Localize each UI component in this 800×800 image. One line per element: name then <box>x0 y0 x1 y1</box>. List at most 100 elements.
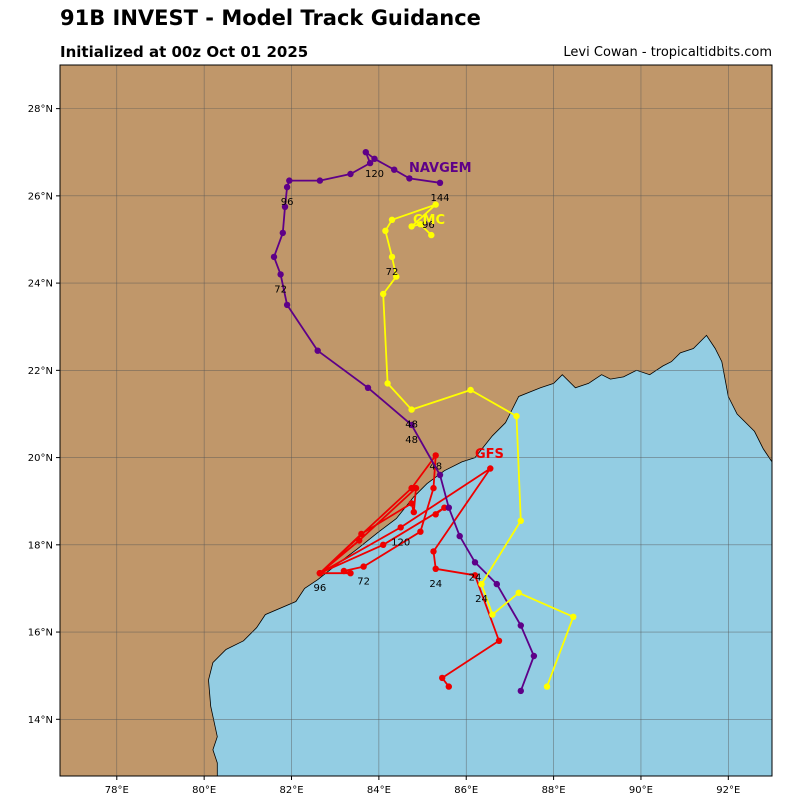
track-point-navgem <box>391 166 398 173</box>
track-point-navgem <box>364 384 372 391</box>
track-point-navgem <box>530 652 538 660</box>
track-point-cmc <box>388 216 396 223</box>
model-label-navgem: NAVGEM <box>409 161 472 176</box>
track-point-gfs <box>412 484 420 492</box>
track-point-cmc <box>393 273 400 280</box>
track-point-navgem <box>316 177 324 184</box>
forecast-hour-label: 96 <box>281 197 294 208</box>
forecast-hour-label: 24 <box>475 594 488 605</box>
track-point-gfs <box>441 504 448 511</box>
forecast-hour-label: 96 <box>314 583 327 594</box>
track-point-gfs <box>408 484 415 492</box>
forecast-hour-label: 96 <box>422 220 435 231</box>
track-point-navgem <box>283 301 291 309</box>
track-point-gfs <box>439 674 446 682</box>
track-point-gfs <box>487 465 494 472</box>
tick-label-lat: 20°N <box>28 453 53 464</box>
track-point-navgem <box>445 504 452 511</box>
track-navgem: 24 48 72 96 120 144 <box>270 149 538 695</box>
track-point-cmc <box>467 386 474 394</box>
track-point-gfs <box>471 572 479 579</box>
track-point-cmc <box>382 227 389 234</box>
track-point-gfs <box>430 484 437 492</box>
track-point-navgem <box>347 170 354 178</box>
bay-of-bengal-water <box>208 334 772 776</box>
track-point-cmc <box>513 412 520 420</box>
track-point-cmc <box>478 580 485 588</box>
track-point-navgem <box>471 559 479 566</box>
track-point-cmc <box>384 380 391 387</box>
track-point-gfs <box>432 511 439 518</box>
track-point-gfs <box>432 452 439 459</box>
tick-label-lon: 92°E <box>716 785 740 796</box>
track-point-cmc <box>489 611 496 618</box>
track-point-gfs <box>316 570 324 577</box>
tick-label-lat: 18°N <box>28 540 53 551</box>
forecast-hour-label: 72 <box>357 577 370 588</box>
track-point-navgem <box>366 159 374 167</box>
track-point-cmc <box>417 221 424 228</box>
track-point-cmc <box>432 201 439 208</box>
track-point-navgem <box>493 580 500 588</box>
forecast-hour-label: 24 <box>429 579 442 590</box>
tick-label-lon: 80°E <box>192 785 216 796</box>
map-credit: Levi Cowan - tropicaltidbits.com <box>563 45 772 60</box>
track-point-gfs <box>495 637 503 644</box>
track-cmc: 24 48 72 96 <box>380 201 577 690</box>
forecast-hour-label: 120 <box>391 537 410 548</box>
tick-label-lat: 28°N <box>28 104 53 115</box>
track-point-navgem <box>408 421 415 429</box>
track-point-navgem <box>517 622 524 629</box>
track-point-navgem <box>270 253 278 261</box>
track-point-navgem <box>281 203 289 210</box>
track-point-navgem <box>283 183 291 191</box>
track-point-navgem <box>279 229 286 237</box>
forecast-hour-label: 72 <box>274 284 287 295</box>
track-point-gfs <box>410 508 417 516</box>
track-point-gfs <box>347 570 354 577</box>
map-title: 91B INVEST - Model Track Guidance <box>60 6 481 30</box>
track-point-gfs <box>356 537 363 544</box>
forecast-hour-label: 144 <box>430 193 449 204</box>
track-point-cmc <box>408 223 415 230</box>
track-point-cmc <box>428 231 435 239</box>
tick-label-lon: 84°E <box>367 785 391 796</box>
track-point-cmc <box>515 589 522 596</box>
forecast-hour-label: 120 <box>365 169 384 180</box>
track-point-gfs <box>445 683 452 690</box>
track-point-gfs <box>340 567 348 575</box>
track-point-gfs <box>397 524 404 531</box>
track-point-navgem <box>371 155 378 162</box>
track-point-navgem <box>436 179 444 186</box>
tick-label-lon: 88°E <box>542 785 566 796</box>
tick-label-lat: 14°N <box>28 715 53 726</box>
forecast-hour-label: 72 <box>386 267 399 278</box>
track-point-navgem <box>517 687 524 695</box>
tick-label-lon: 86°E <box>454 785 478 796</box>
track-point-gfs <box>358 530 365 538</box>
forecast-hour-label: 48 <box>405 435 418 446</box>
forecast-hour-label: 24 <box>469 572 482 583</box>
tick-label-lat: 26°N <box>28 191 53 202</box>
tick-label-lon: 78°E <box>105 785 129 796</box>
tick-label-lat: 22°N <box>28 366 53 377</box>
model-label-cmc: CMC <box>413 213 445 228</box>
track-point-cmc <box>380 290 387 298</box>
track-point-gfs <box>408 500 415 507</box>
track-point-navgem <box>436 471 444 479</box>
map-plot-area: 244872961202448729612014424487296NAVGEMC… <box>60 65 772 776</box>
model-label-gfs: GFS <box>475 447 504 462</box>
track-point-cmc <box>388 253 396 261</box>
map-frame <box>59 64 773 777</box>
track-point-navgem <box>286 177 293 184</box>
tick-label-lat: 24°N <box>28 279 53 290</box>
track-point-gfs <box>380 541 387 548</box>
forecast-hour-label: 48 <box>405 420 418 431</box>
map-subtitle: Initialized at 00z Oct 01 2025 <box>60 43 309 61</box>
tick-label-lon: 90°E <box>629 785 653 796</box>
track-point-navgem <box>362 149 369 156</box>
track-point-gfs <box>432 565 439 572</box>
track-point-cmc <box>517 517 524 524</box>
tick-label-lon: 82°E <box>279 785 303 796</box>
